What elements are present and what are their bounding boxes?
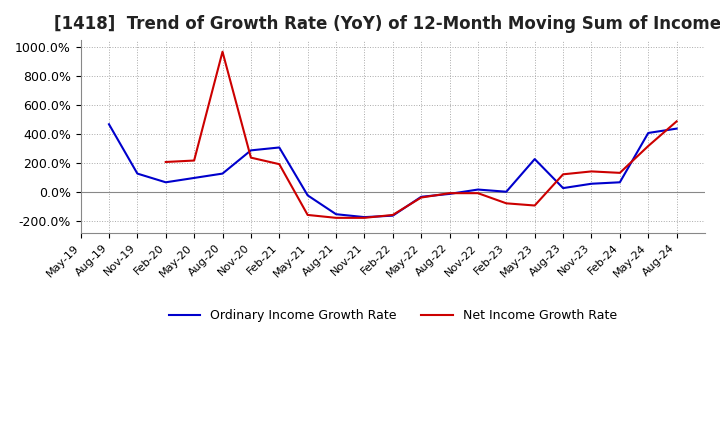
Ordinary Income Growth Rate (133, 171, 142, 176)
Net Income Growth Rate (246, 155, 255, 160)
Net Income Growth Rate (644, 143, 652, 149)
Ordinary Income Growth Rate (303, 193, 312, 198)
Line: Net Income Growth Rate: Net Income Growth Rate (166, 52, 677, 218)
Net Income Growth Rate (672, 119, 681, 124)
Net Income Growth Rate (161, 159, 170, 165)
Net Income Growth Rate (303, 212, 312, 217)
Net Income Growth Rate (389, 212, 397, 217)
Ordinary Income Growth Rate (246, 148, 255, 153)
Ordinary Income Growth Rate (275, 145, 284, 150)
Net Income Growth Rate (275, 161, 284, 167)
Ordinary Income Growth Rate (559, 185, 567, 191)
Ordinary Income Growth Rate (531, 157, 539, 162)
Ordinary Income Growth Rate (389, 213, 397, 218)
Ordinary Income Growth Rate (190, 175, 199, 180)
Ordinary Income Growth Rate (332, 212, 341, 217)
Net Income Growth Rate (332, 215, 341, 220)
Net Income Growth Rate (559, 172, 567, 177)
Net Income Growth Rate (474, 191, 482, 196)
Title: [1418]  Trend of Growth Rate (YoY) of 12-Month Moving Sum of Incomes: [1418] Trend of Growth Rate (YoY) of 12-… (54, 15, 720, 33)
Legend: Ordinary Income Growth Rate, Net Income Growth Rate: Ordinary Income Growth Rate, Net Income … (163, 304, 622, 327)
Net Income Growth Rate (218, 49, 227, 55)
Ordinary Income Growth Rate (502, 189, 510, 194)
Net Income Growth Rate (417, 195, 426, 200)
Ordinary Income Growth Rate (161, 180, 170, 185)
Ordinary Income Growth Rate (104, 121, 113, 127)
Ordinary Income Growth Rate (672, 126, 681, 131)
Ordinary Income Growth Rate (360, 214, 369, 220)
Net Income Growth Rate (190, 158, 199, 163)
Ordinary Income Growth Rate (218, 171, 227, 176)
Ordinary Income Growth Rate (616, 180, 624, 185)
Net Income Growth Rate (360, 215, 369, 220)
Net Income Growth Rate (531, 203, 539, 208)
Ordinary Income Growth Rate (417, 194, 426, 199)
Ordinary Income Growth Rate (445, 191, 454, 197)
Net Income Growth Rate (445, 191, 454, 196)
Line: Ordinary Income Growth Rate: Ordinary Income Growth Rate (109, 124, 677, 217)
Net Income Growth Rate (502, 201, 510, 206)
Ordinary Income Growth Rate (644, 130, 652, 136)
Net Income Growth Rate (587, 169, 595, 174)
Net Income Growth Rate (616, 170, 624, 176)
Ordinary Income Growth Rate (474, 187, 482, 192)
Ordinary Income Growth Rate (587, 181, 595, 187)
